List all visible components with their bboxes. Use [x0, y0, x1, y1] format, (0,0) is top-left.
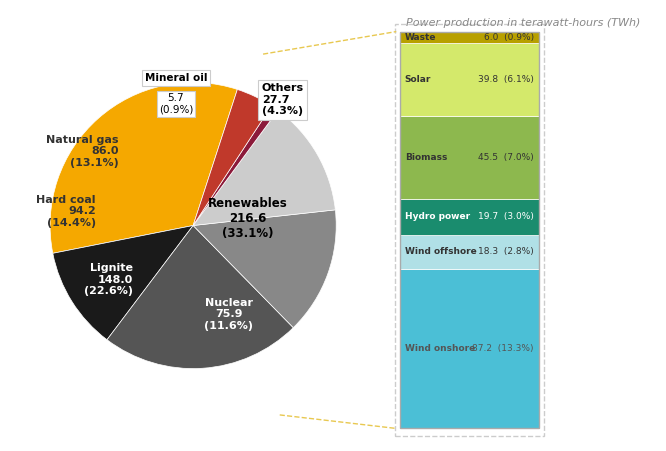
Wedge shape	[107, 226, 293, 368]
Text: Mineral oil: Mineral oil	[145, 73, 207, 83]
Text: Hydro power: Hydro power	[405, 212, 470, 221]
Text: Hard coal
94.2
(14.4%): Hard coal 94.2 (14.4%)	[37, 194, 96, 228]
Wedge shape	[50, 83, 237, 253]
Text: 45.5  (7.0%): 45.5 (7.0%)	[478, 153, 533, 162]
FancyBboxPatch shape	[400, 199, 539, 235]
Text: 39.8  (6.1%): 39.8 (6.1%)	[478, 74, 533, 83]
Text: Wind onshore: Wind onshore	[405, 344, 475, 353]
Text: 18.3  (2.8%): 18.3 (2.8%)	[478, 247, 533, 256]
Text: Waste: Waste	[405, 32, 436, 41]
Text: 6.0  (0.9%): 6.0 (0.9%)	[484, 32, 533, 41]
Wedge shape	[193, 110, 336, 226]
Text: Others
27.7
(4.3%): Others 27.7 (4.3%)	[262, 83, 304, 116]
Wedge shape	[53, 226, 193, 340]
Text: Wind offshore: Wind offshore	[405, 247, 476, 256]
FancyBboxPatch shape	[400, 42, 539, 115]
Text: 5.7
(0.9%): 5.7 (0.9%)	[159, 93, 193, 115]
FancyBboxPatch shape	[400, 269, 539, 428]
Text: Biomass: Biomass	[405, 153, 447, 162]
FancyBboxPatch shape	[400, 32, 539, 42]
Text: Lignite
148.0
(22.6%): Lignite 148.0 (22.6%)	[84, 263, 133, 296]
Text: Nuclear
75.9
(11.6%): Nuclear 75.9 (11.6%)	[204, 298, 253, 331]
Text: Natural gas
86.0
(13.1%): Natural gas 86.0 (13.1%)	[46, 134, 119, 168]
FancyBboxPatch shape	[400, 235, 539, 269]
Text: 87.2  (13.3%): 87.2 (13.3%)	[472, 344, 533, 353]
Text: 19.7  (3.0%): 19.7 (3.0%)	[478, 212, 533, 221]
FancyBboxPatch shape	[400, 115, 539, 199]
Text: Power production in terawatt-hours (TWh): Power production in terawatt-hours (TWh)	[406, 18, 641, 28]
Wedge shape	[193, 89, 272, 226]
Wedge shape	[193, 210, 336, 327]
Text: Renewables
216.6
(33.1%): Renewables 216.6 (33.1%)	[208, 197, 288, 240]
Text: Solar: Solar	[405, 74, 431, 83]
Wedge shape	[193, 106, 278, 226]
